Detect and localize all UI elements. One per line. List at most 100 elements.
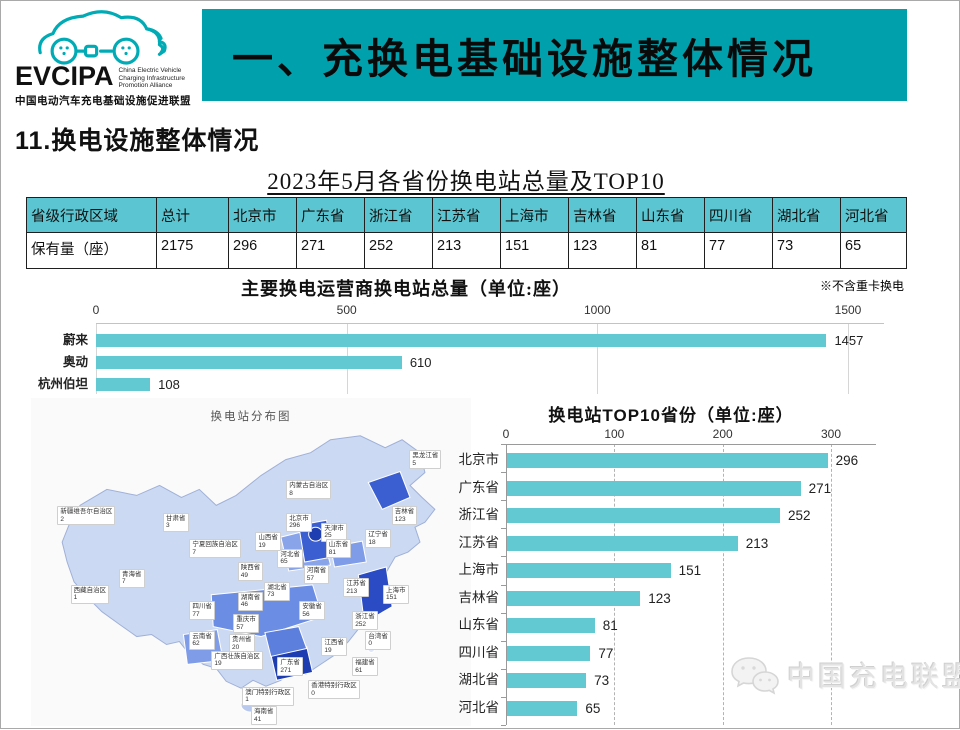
table-data-row: 保有量（座） 2175 296 271 252 213 151 123 81 77 73 65 bbox=[26, 232, 907, 269]
table-header-cell: 吉林省 bbox=[568, 197, 637, 233]
axis-tick bbox=[501, 612, 506, 614]
map-region-name: 浙江省 bbox=[355, 613, 375, 621]
bar bbox=[507, 535, 738, 551]
map-region-label: 湖北省 73 bbox=[264, 581, 290, 601]
map-region-label: 青海省 7 bbox=[119, 568, 145, 588]
map-region-value: 73 bbox=[267, 591, 275, 599]
map-region-label: 四川省 77 bbox=[189, 601, 215, 621]
table-cell: 81 bbox=[636, 232, 705, 269]
map-region-name: 黑龙江省 bbox=[412, 452, 439, 460]
map-region-value: 7 bbox=[192, 548, 197, 556]
gridline bbox=[831, 444, 832, 725]
value-label: 610 bbox=[409, 355, 432, 370]
logo-chinese-name: 中国电动汽车充电基础设施促进联盟 bbox=[15, 94, 191, 107]
map-region-label: 山西省 19 bbox=[255, 532, 281, 552]
map-region-name: 青海省 bbox=[122, 570, 142, 578]
table-title: 2023年5月各省份换电站总量及TOP10 bbox=[267, 169, 665, 194]
section-title: 11.换电设施整体情况 bbox=[15, 127, 260, 155]
axis-tick-label: 500 bbox=[336, 303, 357, 317]
map-region-value: 19 bbox=[258, 541, 266, 549]
map-region-label: 陕西省 49 bbox=[237, 562, 264, 581]
bar bbox=[507, 673, 587, 688]
category-label: 广东省 bbox=[458, 479, 500, 495]
map-region-name: 江苏省 bbox=[346, 580, 366, 588]
map-region-name: 宁夏回族自治区 bbox=[192, 541, 238, 549]
map-region-label: 江西省 19 bbox=[321, 637, 347, 657]
map-region-label: 云南省 62 bbox=[189, 630, 215, 650]
map-region-name: 新疆维吾尔自治区 bbox=[60, 508, 113, 516]
table-header-row: 省级行政区域 总计 北京市 广东省 浙江省 江苏省 上海市 吉林省 山东省 四川省 湖北省 河北省 bbox=[26, 197, 907, 233]
value-label: 108 bbox=[158, 377, 180, 392]
value-label: 296 bbox=[835, 453, 859, 468]
axis-tick bbox=[501, 556, 506, 558]
map-region-value: 8 bbox=[289, 489, 293, 497]
map-region-label: 上海市 151 bbox=[383, 584, 409, 604]
map-region-value: 19 bbox=[214, 660, 222, 668]
value-label: 65 bbox=[585, 700, 601, 716]
bar bbox=[507, 645, 591, 661]
table-cell: 271 bbox=[296, 232, 365, 269]
value-label: 252 bbox=[788, 508, 811, 523]
map-region-name: 江西省 bbox=[324, 639, 344, 647]
axis-tick-label: 300 bbox=[820, 427, 842, 441]
map-region-value: 5 bbox=[412, 459, 417, 467]
map-region-value: 252 bbox=[355, 620, 367, 628]
category-label: 吉林省 bbox=[458, 589, 500, 605]
map-region-name: 广西壮族自治区 bbox=[214, 652, 260, 660]
bar bbox=[96, 334, 827, 347]
table-cell: 77 bbox=[704, 232, 773, 269]
map-region-name: 广东省 bbox=[280, 659, 300, 667]
map-region-value: 2 bbox=[60, 515, 65, 523]
axis-line bbox=[506, 444, 507, 725]
table-cell: 213 bbox=[432, 232, 501, 269]
axis-tick bbox=[501, 528, 506, 530]
axis-tick-label: 100 bbox=[604, 427, 625, 441]
value-label: 73 bbox=[594, 673, 610, 688]
summary-table: 省级行政区域 总计 北京市 广东省 浙江省 江苏省 上海市 吉林省 山东省 四川省 湖北省 河北省 保… bbox=[26, 197, 907, 269]
map-region-label: 广东省 271 bbox=[277, 657, 303, 677]
map-region-name: 内蒙古自治区 bbox=[289, 482, 329, 489]
category-label: 浙江省 bbox=[458, 507, 500, 522]
bar bbox=[96, 378, 151, 391]
table-cell: 296 bbox=[228, 232, 297, 269]
logo-english-name: China Electric Vehicle Charging Infrastr… bbox=[118, 67, 186, 89]
bar bbox=[507, 700, 578, 716]
axis-tick bbox=[501, 725, 506, 726]
map-region-label: 新疆维吾尔自治区 2 bbox=[57, 506, 116, 526]
map-region-label: 香港特别行政区 0 bbox=[308, 680, 360, 700]
map-region-label: 吉林省 123 bbox=[391, 506, 418, 526]
table-header-cell: 北京市 bbox=[228, 197, 297, 233]
map-region-label: 澳门特别行政区 1 bbox=[242, 686, 294, 706]
map-region-name: 台湾省 bbox=[368, 632, 388, 640]
map-region-label: 福建省 61 bbox=[352, 657, 378, 677]
map-region-value: 20 bbox=[232, 643, 240, 651]
footnote: ※不含重卡换电 bbox=[819, 279, 904, 293]
map-region-label: 河南省 57 bbox=[303, 565, 330, 585]
table-cell: 65 bbox=[840, 232, 907, 269]
top10-chart-title: 换电站TOP10省份（单位:座） bbox=[548, 406, 794, 425]
gridline bbox=[614, 444, 616, 725]
bar bbox=[507, 563, 671, 578]
map-region-value: 18 bbox=[368, 538, 376, 546]
table-header-cell: 省级行政区域 bbox=[26, 197, 157, 233]
axis-tick bbox=[501, 472, 506, 474]
bar bbox=[507, 480, 801, 496]
axis-line bbox=[96, 323, 884, 324]
top10-bar-chart: 换电站TOP10省份（单位:座） 0 100 200 300 北京市 296 广东省 271 浙… bbox=[441, 401, 951, 730]
map-region-name: 甘肃省 bbox=[166, 514, 186, 522]
value-label: 213 bbox=[745, 535, 769, 551]
value-label: 123 bbox=[648, 590, 671, 606]
map-region-label: 黑龙江省 5 bbox=[409, 450, 442, 470]
table-cell: 73 bbox=[772, 232, 841, 269]
table-header-cell: 四川省 bbox=[704, 197, 773, 233]
map-region-value: 56 bbox=[302, 610, 310, 618]
map-region-name: 陕西省 bbox=[240, 564, 261, 571]
bar bbox=[96, 356, 402, 369]
map-region-value: 3 bbox=[166, 522, 170, 530]
map-region-value: 19 bbox=[324, 646, 332, 654]
page-title: 一、充换电基础设施整体情况 bbox=[232, 36, 817, 82]
map-region-label: 内蒙古自治区 8 bbox=[286, 480, 332, 499]
axis-line bbox=[506, 444, 876, 445]
bar bbox=[507, 618, 595, 633]
